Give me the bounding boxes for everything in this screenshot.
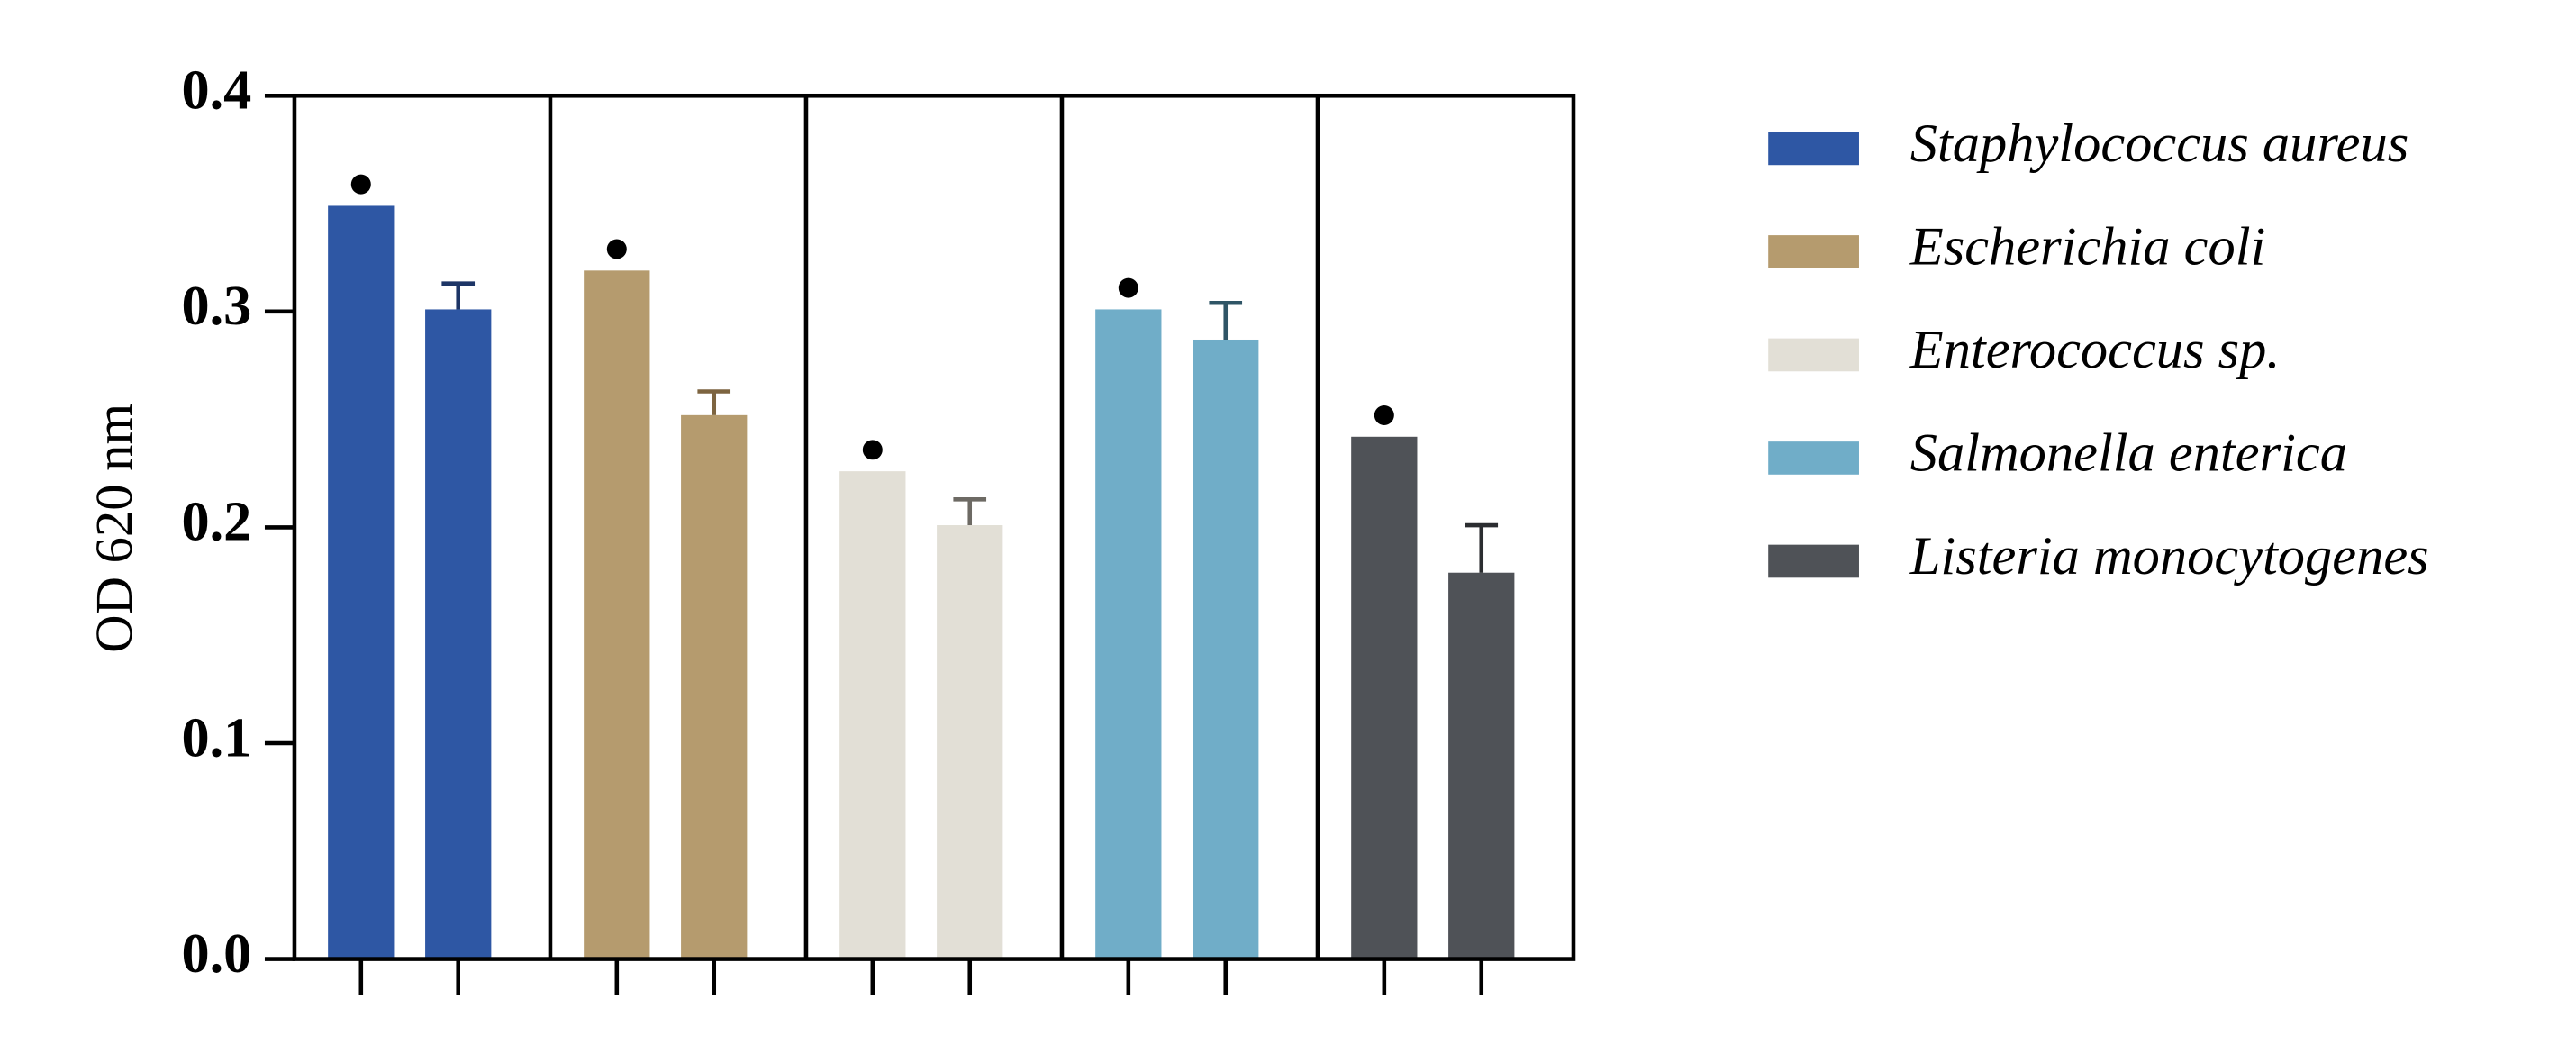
legend-swatch bbox=[1768, 338, 1859, 372]
legend-swatch bbox=[1768, 132, 1859, 166]
legend-label: Salmonella enterica bbox=[1910, 422, 2347, 483]
bar bbox=[425, 309, 492, 959]
significance-dot bbox=[1374, 404, 1394, 425]
significance-dot bbox=[606, 239, 627, 259]
y-tick-label: 0.0 bbox=[181, 922, 251, 985]
legend-label: Staphylococcus aureus bbox=[1910, 114, 2408, 174]
bar bbox=[839, 471, 906, 959]
bar bbox=[1448, 572, 1515, 959]
significance-dot bbox=[1118, 277, 1138, 298]
bar bbox=[1193, 339, 1259, 959]
y-tick-label: 0.3 bbox=[181, 275, 251, 337]
bar bbox=[1351, 436, 1418, 959]
legend-swatch bbox=[1768, 235, 1859, 268]
bar bbox=[584, 270, 650, 959]
y-axis-label: OD 620 nm bbox=[85, 404, 143, 653]
legend-label: Enterococcus sp. bbox=[1909, 320, 2281, 380]
bar bbox=[681, 414, 748, 959]
legend-label: Escherichia coli bbox=[1909, 216, 2266, 277]
legend-swatch bbox=[1768, 441, 1859, 475]
plot-frame bbox=[292, 93, 1576, 961]
significance-dot bbox=[862, 440, 883, 460]
legend-swatch bbox=[1768, 544, 1859, 578]
bar bbox=[328, 205, 395, 959]
legend-label: Listeria monocytogenes bbox=[1909, 526, 2429, 586]
y-tick-label: 0.2 bbox=[181, 491, 251, 553]
bar bbox=[1095, 309, 1162, 959]
significance-dot bbox=[350, 174, 371, 195]
bar bbox=[937, 525, 1003, 959]
y-tick-label: 0.1 bbox=[181, 706, 251, 768]
y-tick-label: 0.4 bbox=[181, 59, 251, 122]
